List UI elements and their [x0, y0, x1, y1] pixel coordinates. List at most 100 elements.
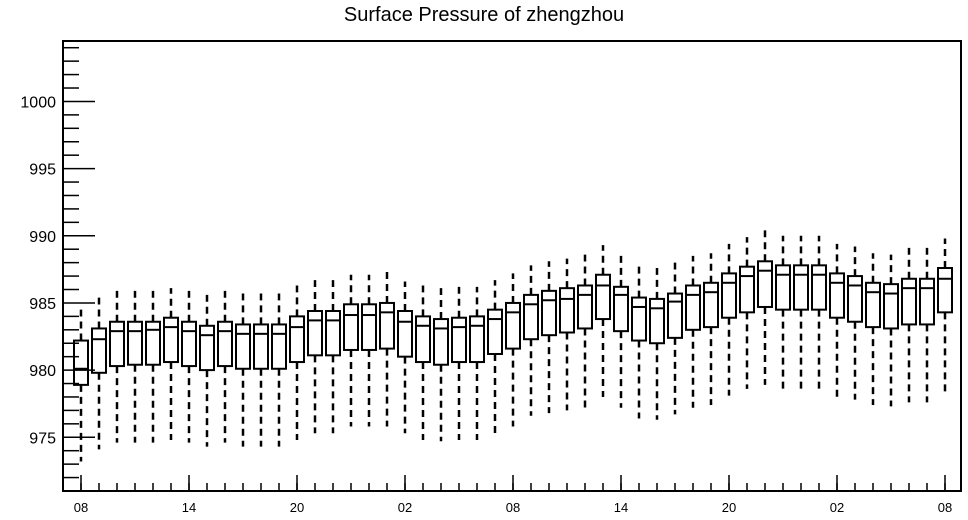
box-2	[109, 290, 125, 443]
box-17	[379, 272, 395, 427]
y-tick-label: 995	[29, 162, 56, 179]
box-1	[91, 297, 107, 450]
box-body	[703, 281, 719, 329]
box-10	[253, 293, 269, 447]
box-47	[919, 247, 935, 403]
box-body	[685, 284, 701, 331]
box-body	[937, 267, 953, 314]
y-tick-label: 985	[29, 296, 56, 313]
box-body	[667, 292, 683, 339]
box-19	[415, 285, 431, 440]
box-body	[865, 281, 881, 329]
y-axis: 975 980 985 990 995 1000	[20, 46, 95, 492]
x-tick-label: 14	[182, 500, 196, 515]
box-body	[577, 284, 593, 330]
box-30	[613, 255, 629, 408]
box-body	[397, 310, 413, 358]
box-37	[739, 237, 755, 389]
box-body	[469, 315, 485, 364]
box-body	[73, 339, 89, 386]
box-body	[163, 316, 179, 364]
box-body	[451, 316, 467, 364]
box-body	[289, 315, 305, 364]
box-body	[253, 323, 269, 370]
box-46	[901, 247, 917, 403]
box-body	[199, 324, 215, 372]
box-44	[865, 253, 881, 406]
box-body	[883, 283, 899, 330]
box-body	[505, 301, 521, 350]
box-33	[667, 262, 683, 415]
x-axis: 08 14 20 02 08 14 20 02 08	[74, 475, 952, 515]
box-body	[919, 277, 935, 326]
box-41	[811, 235, 827, 389]
box-body	[217, 320, 233, 368]
box-body	[775, 264, 791, 311]
box-body	[631, 296, 647, 342]
box-body	[343, 303, 359, 351]
box-body	[379, 301, 395, 350]
box-5	[163, 288, 179, 440]
box-43	[847, 246, 863, 400]
box-20	[433, 288, 449, 442]
box-31	[631, 266, 647, 419]
box-35	[703, 253, 719, 406]
box-body	[523, 293, 539, 341]
x-tick-label: 02	[398, 500, 412, 515]
box-body	[361, 303, 377, 351]
box-body	[91, 327, 107, 374]
box-39	[775, 235, 791, 389]
y-tick-label: 990	[29, 229, 56, 246]
box-48	[937, 238, 953, 392]
box-4	[145, 290, 161, 443]
box-45	[883, 254, 899, 407]
box-15	[343, 274, 359, 427]
box-body	[307, 310, 323, 357]
box-34	[685, 255, 701, 408]
box-body	[901, 277, 917, 326]
box-27	[559, 258, 575, 411]
box-16	[361, 274, 377, 427]
x-tick-label: 14	[614, 500, 628, 515]
box-body	[127, 320, 143, 366]
box-14	[325, 280, 341, 434]
box-25	[523, 265, 539, 416]
box-22	[469, 286, 485, 440]
box-11	[271, 293, 287, 447]
box-body	[415, 315, 431, 364]
box-body	[541, 289, 557, 337]
x-tick-label: 08	[938, 500, 952, 515]
x-tick-label: 20	[722, 500, 736, 515]
y-tick-label: 1000	[20, 94, 56, 111]
box-body	[145, 320, 161, 366]
box-23	[487, 280, 503, 434]
box-18	[397, 281, 413, 434]
box-series	[73, 230, 953, 462]
y-tick-label: 980	[29, 363, 56, 380]
box-body	[271, 323, 287, 370]
box-body	[595, 273, 611, 321]
box-body	[847, 275, 863, 323]
box-body	[109, 320, 125, 368]
box-body	[793, 264, 809, 311]
box-0	[73, 309, 89, 462]
box-28	[577, 254, 593, 408]
y-tick-label: 975	[29, 430, 56, 447]
box-body	[433, 318, 449, 366]
box-body	[721, 272, 737, 319]
box-38	[757, 230, 773, 385]
box-body	[559, 287, 575, 334]
box-body	[325, 310, 341, 357]
box-body	[811, 264, 827, 311]
box-32	[649, 268, 665, 420]
x-tick-label: 02	[830, 500, 844, 515]
plot-frame	[62, 40, 962, 492]
box-body	[649, 297, 665, 345]
box-24	[505, 273, 521, 427]
box-21	[451, 286, 467, 440]
box-8	[217, 290, 233, 443]
box-9	[235, 293, 251, 447]
box-13	[307, 280, 323, 434]
box-26	[541, 261, 557, 414]
